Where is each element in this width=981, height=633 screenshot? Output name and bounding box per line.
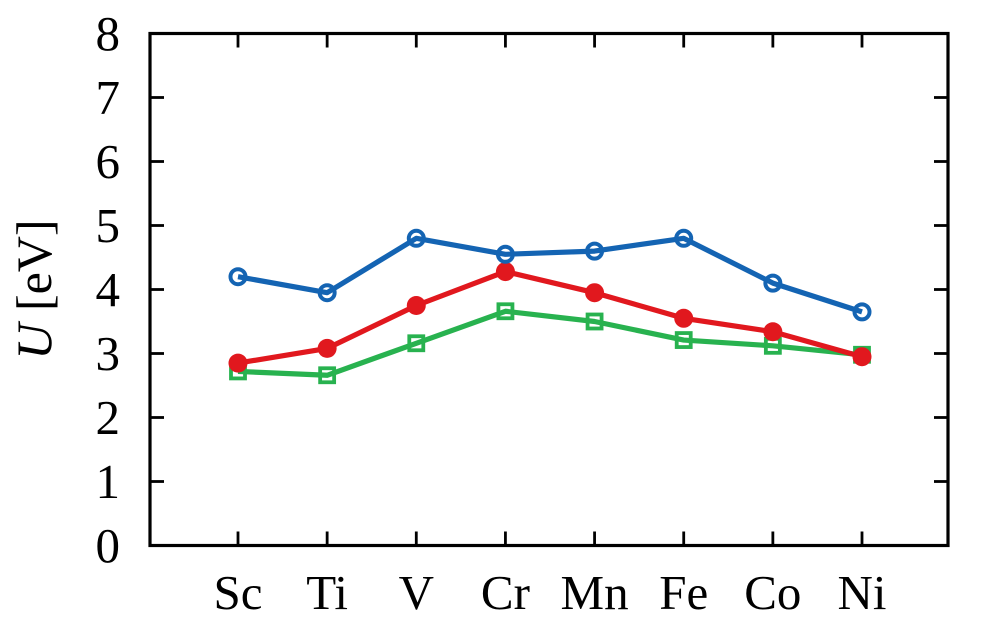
open-square-marker [496,302,515,321]
open-circle-marker [495,244,515,264]
filled-circle-marker [317,338,337,358]
open-circle-marker [406,228,426,248]
x-category-label: Mn [561,565,629,620]
series-line [237,268,863,366]
y-tick-label: 6 [96,134,121,189]
x-category-label: V [399,565,434,620]
x-category-label: Ti [306,565,348,620]
y-tick-label: 1 [96,454,121,509]
open-circle-marker [585,241,605,261]
y-axis-title-symbol: U [6,321,62,360]
series-line [237,308,863,378]
open-circle-marker [763,273,783,293]
y-tick-label: 8 [96,6,121,61]
x-category-label: Sc [214,565,263,620]
series-filled-circle [228,262,872,373]
filled-circle-marker [406,296,426,315]
filled-circle-marker [763,322,783,342]
y-axis-title-unit: [eV] [6,219,62,323]
open-square-marker [674,331,693,349]
series-open-circle [228,228,872,322]
x-category-label: Cr [481,565,530,620]
y-axis-title: U [eV] [6,219,62,359]
filled-circle-marker [674,308,694,328]
y-tick-label: 0 [96,518,121,573]
open-square-marker [585,312,604,331]
x-category-label: Ni [838,565,887,620]
open-circle-marker [228,267,248,287]
y-tick-label: 5 [96,198,121,253]
filled-circle-marker [852,347,872,367]
x-axis: Sc Ti V Cr Mn Fe Co Ni [214,33,887,620]
filled-circle-marker [495,262,515,282]
x-category-label: Fe [659,565,708,620]
x-category-label: Co [744,565,801,620]
y-tick-label: 3 [96,326,121,381]
open-circle-marker [674,228,694,248]
y-tick-label: 4 [96,262,121,317]
series-line [237,235,863,315]
plot-frame [148,31,950,548]
y-tick-label: 7 [96,70,121,125]
y-axis: 0 1 2 3 4 5 6 7 8 [96,6,948,573]
open-circle-marker [317,283,337,303]
open-circle-marker [852,302,872,322]
open-square-marker [407,334,426,353]
y-tick-label: 2 [96,390,121,445]
open-square-marker [318,366,337,385]
filled-circle-marker [228,353,248,373]
filled-circle-marker [585,283,605,303]
